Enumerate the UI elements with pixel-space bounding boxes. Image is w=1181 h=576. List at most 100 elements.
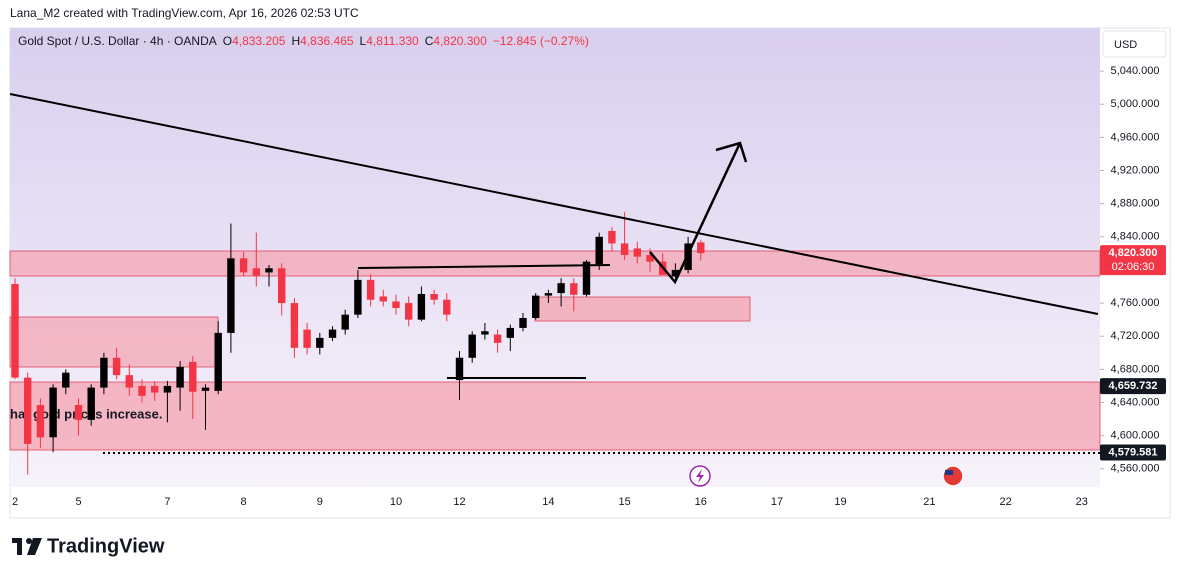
x-tick-label: 19 bbox=[834, 496, 846, 508]
countdown: 02:06:30 bbox=[1112, 261, 1155, 273]
x-tick-label: 7 bbox=[164, 496, 170, 508]
y-tick-label: 4,760.000 bbox=[1111, 297, 1160, 309]
y-tick-label: 4,880.000 bbox=[1111, 198, 1160, 210]
candle-body bbox=[163, 385, 172, 393]
zone bbox=[9, 250, 1101, 277]
candle-body bbox=[506, 327, 514, 338]
ohlc-value: 4,811.330 bbox=[366, 34, 419, 48]
candle-body bbox=[608, 230, 616, 244]
currency-button[interactable] bbox=[1102, 30, 1167, 58]
level-line bbox=[357, 264, 611, 269]
ohlc-value: 4,833.205 bbox=[232, 34, 286, 48]
y-tick-label: 4,920.000 bbox=[1111, 164, 1160, 176]
candle-body bbox=[443, 299, 451, 315]
price-label: 4,579.581 bbox=[1109, 446, 1158, 458]
candle-body bbox=[189, 361, 197, 392]
ohlc-value: 4,836.465 bbox=[300, 34, 354, 48]
candle-body bbox=[595, 236, 603, 265]
change: −12.845 (−0.27%) bbox=[493, 34, 589, 48]
candle-body bbox=[125, 375, 133, 388]
x-tick-label: 10 bbox=[390, 496, 402, 508]
ohlc-key: O bbox=[223, 34, 232, 48]
candle-body bbox=[62, 372, 70, 388]
candle-body bbox=[290, 303, 299, 348]
event-icon-bolt bbox=[696, 469, 704, 483]
logo-mark bbox=[27, 538, 42, 555]
logo-mark bbox=[26, 538, 32, 544]
candle-body bbox=[239, 258, 248, 273]
candle-body bbox=[392, 301, 400, 309]
arrow-head bbox=[715, 141, 748, 163]
candle-body bbox=[138, 385, 146, 396]
candle-body bbox=[430, 293, 438, 300]
y-tick-label: 4,600.000 bbox=[1111, 430, 1160, 442]
logo-mark bbox=[17, 538, 22, 555]
candle-body bbox=[455, 357, 464, 381]
ohlc-value: 4,820.300 bbox=[433, 34, 487, 48]
candle-body bbox=[417, 293, 426, 320]
flag-icon[interactable] bbox=[942, 465, 964, 487]
candle-body bbox=[112, 357, 121, 376]
legend: Gold Spot / U.S. Dollar · 4h · OANDA O4,8… bbox=[18, 34, 589, 48]
candle-body bbox=[227, 258, 235, 333]
candle-body bbox=[519, 317, 527, 328]
ohlc-key: H bbox=[291, 34, 300, 48]
x-tick-label: 8 bbox=[241, 496, 247, 508]
candle-body bbox=[252, 268, 260, 276]
currency: USD bbox=[1114, 39, 1137, 51]
y-tick-label: 4,560.000 bbox=[1111, 463, 1160, 475]
candle-body bbox=[328, 329, 337, 338]
candle-body bbox=[265, 268, 273, 273]
candle-body bbox=[493, 334, 502, 343]
candle-body bbox=[341, 314, 349, 330]
y-tick-label: 5,000.000 bbox=[1111, 98, 1160, 110]
y-tick-label: 4,680.000 bbox=[1111, 363, 1160, 375]
x-tick-label: 15 bbox=[618, 496, 630, 508]
candle-body bbox=[201, 387, 210, 391]
flag-canton bbox=[945, 470, 953, 475]
candle-body bbox=[100, 357, 108, 388]
candle-body bbox=[620, 243, 629, 256]
x-tick-label: 21 bbox=[923, 496, 935, 508]
candle-body bbox=[544, 293, 553, 296]
candle-body bbox=[582, 261, 591, 295]
y-tick-label: 4,840.000 bbox=[1111, 231, 1160, 243]
candle-body bbox=[36, 404, 45, 438]
zone bbox=[534, 296, 751, 322]
candle-body bbox=[646, 255, 654, 262]
x-tick-label: 22 bbox=[999, 496, 1011, 508]
candle-body bbox=[278, 268, 286, 304]
x-tick-label: 9 bbox=[317, 496, 323, 508]
candle-body bbox=[176, 366, 184, 388]
caption: Lana_M2 created with TradingView.com, Ap… bbox=[10, 6, 359, 20]
candle-body bbox=[570, 283, 578, 295]
x-tick-label: 23 bbox=[1076, 496, 1088, 508]
brand: TradingView bbox=[47, 535, 165, 557]
candle-body bbox=[87, 387, 95, 420]
candle-body bbox=[316, 337, 324, 348]
symbol: Gold Spot / U.S. Dollar · 4h · OANDA bbox=[18, 34, 217, 48]
candle-body bbox=[532, 295, 540, 318]
annotation: hat gold prices increase. bbox=[10, 406, 162, 421]
candle-body bbox=[49, 387, 57, 438]
x-tick-label: 16 bbox=[695, 496, 707, 508]
candle-body bbox=[151, 385, 159, 393]
trendline bbox=[9, 93, 1099, 315]
candle-body bbox=[354, 279, 362, 315]
price-label: 4,820.300 bbox=[1109, 247, 1158, 259]
x-tick-label: 12 bbox=[453, 496, 465, 508]
candle-body bbox=[214, 332, 222, 391]
candle-body bbox=[481, 331, 489, 335]
y-tick-label: 4,640.000 bbox=[1111, 396, 1160, 408]
candle-body bbox=[366, 279, 375, 300]
candle-body bbox=[11, 284, 19, 378]
candle-body bbox=[468, 334, 476, 358]
candle-body bbox=[24, 377, 32, 444]
x-tick-label: 2 bbox=[12, 496, 18, 508]
ohlc-key: C bbox=[425, 34, 434, 48]
candle-body bbox=[557, 283, 565, 294]
price-label-box bbox=[1100, 378, 1166, 395]
candle-body bbox=[379, 296, 387, 302]
price-label-box bbox=[1100, 245, 1166, 276]
projection-arrow bbox=[649, 142, 742, 285]
